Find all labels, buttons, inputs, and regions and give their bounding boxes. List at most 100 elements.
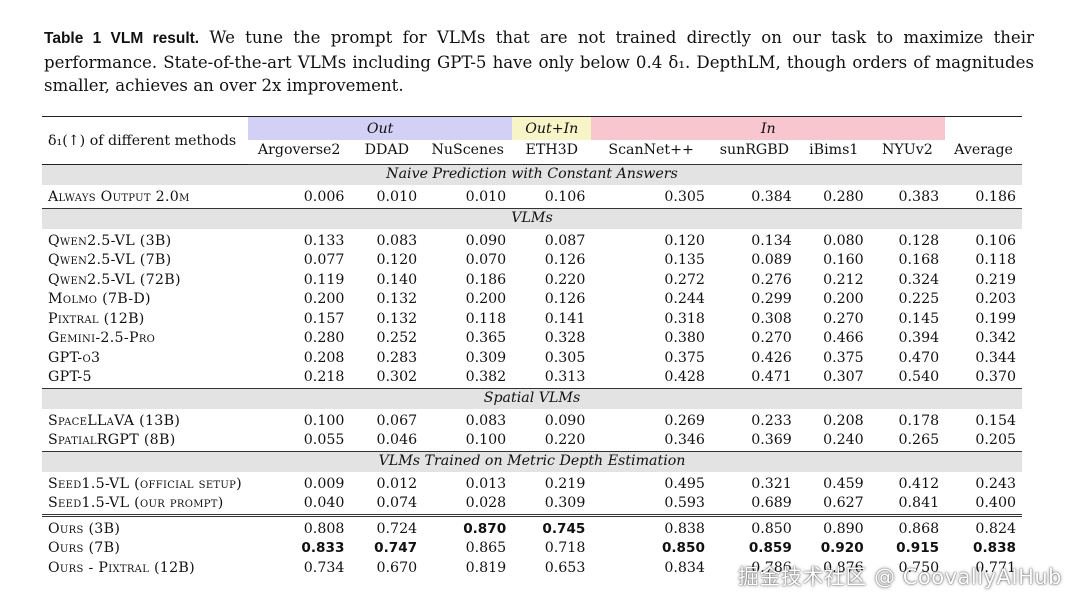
value-cell: 0.280 — [303, 330, 345, 346]
value-cell: 0.459 — [823, 475, 864, 492]
value-cell: 0.920 — [820, 540, 864, 556]
method-name: Gemini-2.5-Pro — [48, 330, 156, 346]
corner-header: δ₁(↑) of different methods — [42, 116, 248, 165]
value-cell: 0.013 — [465, 475, 507, 492]
value-cell: 0.126 — [544, 291, 586, 307]
value-cell: 0.119 — [303, 271, 345, 288]
value-cell: 0.157 — [303, 310, 345, 327]
value-cell: 0.838 — [591, 513, 711, 539]
column-header-argoverse2: Argoverse2 — [257, 142, 341, 159]
value-cell: 0.200 — [465, 291, 507, 307]
value-cell: 0.134 — [751, 232, 792, 249]
column-header-row: Argoverse2 DDAD NuScenes ETH3D ScanNet++ sunR… — [42, 140, 1022, 165]
value-cell: 0.168 — [898, 252, 940, 268]
value-cell: 0.299 — [751, 291, 792, 307]
value-cell: 0.850 — [661, 540, 705, 556]
value-cell: 0.734 — [303, 559, 345, 576]
value-cell: 0.915 — [896, 540, 940, 556]
value-cell: 0.305 — [544, 349, 586, 366]
value-cell: 0.186 — [465, 271, 507, 288]
value-cell: 0.200 — [303, 291, 345, 307]
table-row: Ours (3B) 0.808 0.724 0.870 0.745 0.838 0.850 0… — [42, 513, 1022, 539]
table-row: GPT-o3 0.208 0.283 0.309 0.305 0.375 0.426 0.37… — [42, 349, 1022, 369]
value-cell: 0.220 — [544, 271, 586, 288]
table-row: Qwen2.5-VL (7B) 0.077 0.120 0.070 0.126 0.135… — [42, 251, 1022, 271]
method-name: Qwen2.5-VL (7B) — [48, 252, 172, 268]
section-header-row: VLMs Trained on Metric Depth Estimation — [42, 450, 1022, 472]
value-cell: 0.400 — [975, 495, 1016, 511]
column-header-nyuv2: NYUv2 — [882, 142, 933, 159]
table-row: Ours - Pixtral (12B) 0.734 0.670 0.819 0.653… — [42, 559, 1022, 579]
value-cell: 0.077 — [303, 252, 345, 268]
group-header-row: δ₁(↑) of different methods Out Out+In In — [42, 116, 1022, 165]
value-cell: 0.841 — [898, 495, 940, 511]
value-cell: 0.100 — [303, 412, 345, 429]
value-cell: 0.724 — [350, 513, 424, 539]
table-row: Molmo (7B-D) 0.200 0.132 0.200 0.126 0.244 0.2… — [42, 290, 1022, 310]
table-row: Pixtral (12B) 0.157 0.132 0.118 0.141 0.318 0.… — [42, 310, 1022, 330]
value-cell: 0.426 — [751, 349, 792, 366]
value-cell: 0.369 — [751, 432, 792, 448]
value-cell: 0.012 — [376, 475, 418, 492]
value-cell: 0.280 — [823, 189, 864, 205]
value-cell: 0.203 — [975, 291, 1016, 307]
value-cell: 0.212 — [823, 271, 864, 288]
method-name: GPT-5 — [48, 369, 92, 385]
value-cell: 0.208 — [823, 412, 864, 429]
method-name: Qwen2.5-VL (3B) — [48, 232, 172, 249]
value-cell: 0.009 — [303, 475, 345, 492]
value-cell: 0.850 — [710, 513, 798, 539]
value-cell: 0.868 — [869, 513, 946, 539]
value-cell: 0.750 — [898, 559, 940, 576]
value-cell: 0.160 — [823, 252, 864, 268]
value-cell: 0.118 — [465, 310, 507, 327]
value-cell: 0.090 — [544, 412, 586, 429]
value-cell: 0.106 — [975, 232, 1016, 249]
value-cell: 0.834 — [664, 559, 705, 576]
value-cell: 0.010 — [465, 189, 507, 205]
method-name: Always Output 2.0m — [48, 189, 190, 205]
value-cell: 0.786 — [751, 559, 792, 576]
value-cell: 0.186 — [975, 189, 1016, 205]
value-cell: 0.540 — [898, 369, 940, 385]
value-cell: 0.132 — [376, 291, 418, 307]
value-cell: 0.870 — [423, 513, 513, 539]
value-cell: 0.890 — [797, 513, 870, 539]
method-name: SpatialRGPT (8B) — [48, 432, 176, 448]
column-header-ddad: DDAD — [364, 142, 409, 159]
value-cell: 0.876 — [823, 559, 864, 576]
section-header-row: Naive Prediction with Constant Answers — [42, 164, 1022, 185]
value-cell: 0.074 — [376, 495, 418, 511]
value-cell: 0.178 — [898, 412, 940, 429]
value-cell: 0.466 — [823, 330, 864, 346]
value-cell: 0.135 — [664, 252, 705, 268]
table-row: Qwen2.5-VL (72B) 0.119 0.140 0.186 0.220 0.27… — [42, 271, 1022, 291]
value-cell: 0.375 — [664, 349, 705, 366]
value-cell: 0.824 — [945, 513, 1022, 539]
section-title: VLMs Trained on Metric Depth Estimation — [42, 450, 1022, 472]
value-cell: 0.302 — [376, 369, 418, 385]
value-cell: 0.006 — [303, 189, 345, 205]
value-cell: 0.593 — [664, 495, 705, 511]
method-name: GPT-o3 — [48, 349, 101, 366]
table-row: Gemini-2.5-Pro 0.280 0.252 0.365 0.328 0.380 0… — [42, 329, 1022, 349]
value-cell: 0.218 — [303, 369, 345, 385]
value-cell: 0.276 — [751, 271, 792, 288]
value-cell: 0.120 — [664, 232, 705, 249]
value-cell: 0.307 — [823, 369, 864, 385]
value-cell: 0.220 — [544, 432, 586, 448]
value-cell: 0.344 — [975, 349, 1016, 366]
value-cell: 0.370 — [975, 369, 1016, 385]
value-cell: 0.495 — [664, 475, 705, 492]
table-row: Qwen2.5-VL (3B) 0.133 0.083 0.090 0.087 0.120… — [42, 229, 1022, 252]
table-row: SpatialRGPT (8B) 0.055 0.046 0.100 0.220 0.34… — [42, 431, 1022, 451]
value-cell: 0.309 — [465, 349, 507, 366]
value-cell: 0.471 — [751, 369, 792, 385]
value-cell: 0.080 — [823, 232, 864, 249]
value-cell: 0.305 — [664, 189, 705, 205]
table-row: Ours (7B) 0.833 0.747 0.865 0.718 0.850 0.859 0… — [42, 539, 1022, 559]
section-header-row: Spatial VLMs — [42, 387, 1022, 409]
value-cell: 0.859 — [748, 540, 792, 556]
value-cell: 0.308 — [751, 310, 792, 327]
value-cell: 0.219 — [544, 475, 586, 492]
